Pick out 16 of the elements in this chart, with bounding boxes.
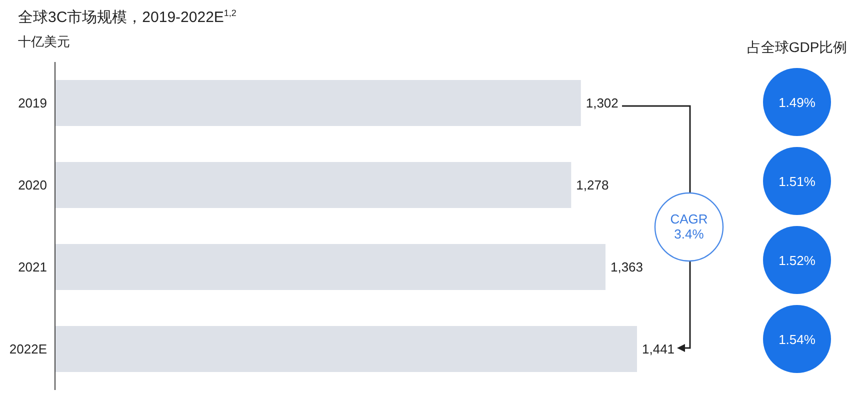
text: CAGR 3.4% xyxy=(670,212,708,242)
data-label: 1,278 xyxy=(576,178,609,193)
data-label: 1,302 xyxy=(586,96,618,111)
y-tick-label: 2021 xyxy=(18,260,47,275)
y-tick-label: 2019 xyxy=(18,96,47,111)
data-label: 1,441 xyxy=(642,342,675,357)
y-tick-label: 2022E xyxy=(9,342,48,357)
y-tick-label: 2020 xyxy=(18,178,47,193)
chart-subtitle: 十亿美元 xyxy=(18,33,70,51)
text: 1.54% xyxy=(778,332,816,347)
text: 1.49% xyxy=(778,95,816,110)
chart-title: 全球3C市场规模，2019-2022E$^{1,2}$ xyxy=(18,8,236,26)
text: 占全球GDP比例 xyxy=(746,39,848,55)
data-label: 1,363 xyxy=(610,260,644,275)
text: 1.52% xyxy=(778,253,816,268)
text: 1.51% xyxy=(778,174,816,189)
